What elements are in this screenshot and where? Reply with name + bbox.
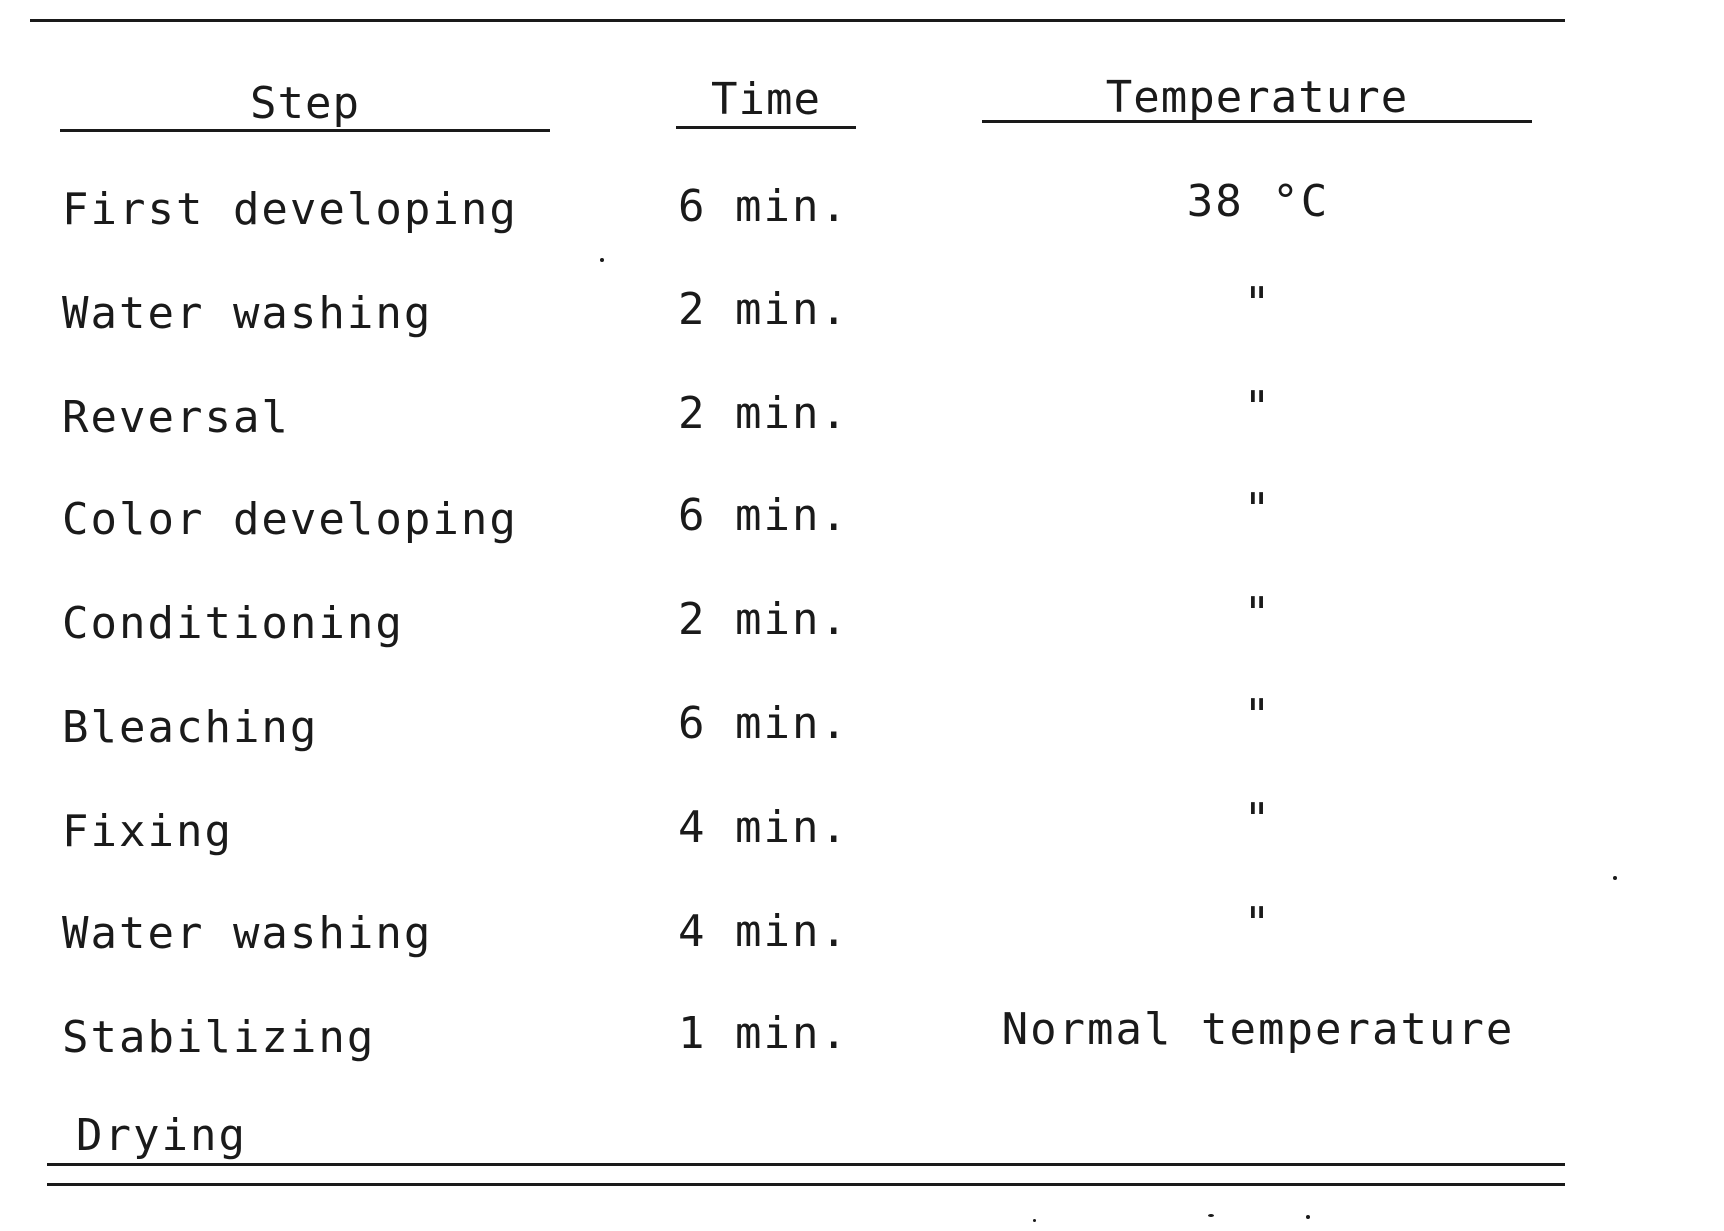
header-temperature-underline <box>982 120 1532 123</box>
table-row-time: 2 min. <box>678 288 849 332</box>
table-row-step: Fixing <box>62 810 233 854</box>
table-row-step: Reversal <box>62 396 290 440</box>
table-row-step: Water washing <box>62 912 432 956</box>
table-bottom-rule-lower <box>47 1183 1565 1186</box>
table-row-time: 6 min. <box>678 702 849 746</box>
table-row-step: Color developing <box>62 498 518 542</box>
table-row-time: 6 min. <box>678 494 849 538</box>
table-row-time: 2 min. <box>678 392 849 436</box>
header-step: Step <box>60 82 550 126</box>
table-row-temperature: " <box>978 386 1538 430</box>
table-row-step: First developing <box>62 188 518 232</box>
scan-speck <box>1033 1219 1036 1222</box>
scan-speck <box>600 258 604 262</box>
scan-speck <box>1208 1214 1214 1217</box>
table-row-temperature: " <box>978 488 1538 532</box>
table-row-time: 4 min. <box>678 910 849 954</box>
table-row-time: 4 min. <box>678 806 849 850</box>
scan-speck <box>1306 1215 1310 1219</box>
table-row-step: Drying <box>76 1114 247 1158</box>
table-row-time: 1 min. <box>678 1012 849 1056</box>
scan-speck <box>1613 876 1617 880</box>
header-time: Time <box>676 78 856 122</box>
table-row-temperature: " <box>978 282 1538 326</box>
table-row-step: Bleaching <box>62 706 318 750</box>
header-time-underline <box>676 126 856 129</box>
table-row-step: Conditioning <box>62 602 404 646</box>
table-row-temperature: " <box>978 592 1538 636</box>
table-row-temperature: " <box>978 798 1538 842</box>
table-top-rule <box>30 19 1565 22</box>
header-temperature: Temperature <box>982 76 1532 120</box>
table-row-temperature: 38 °C <box>978 180 1538 224</box>
table-row-temperature: " <box>978 902 1538 946</box>
table-bottom-rule-upper <box>47 1163 1565 1166</box>
table-row-temperature: " <box>978 694 1538 738</box>
table-row-step: Stabilizing <box>62 1016 375 1060</box>
table-row-temperature: Normal temperature <box>978 1008 1538 1052</box>
table-row-time: 2 min. <box>678 598 849 642</box>
table-row-step: Water washing <box>62 292 432 336</box>
table-row-time: 6 min. <box>678 185 849 229</box>
header-step-underline <box>60 129 550 132</box>
